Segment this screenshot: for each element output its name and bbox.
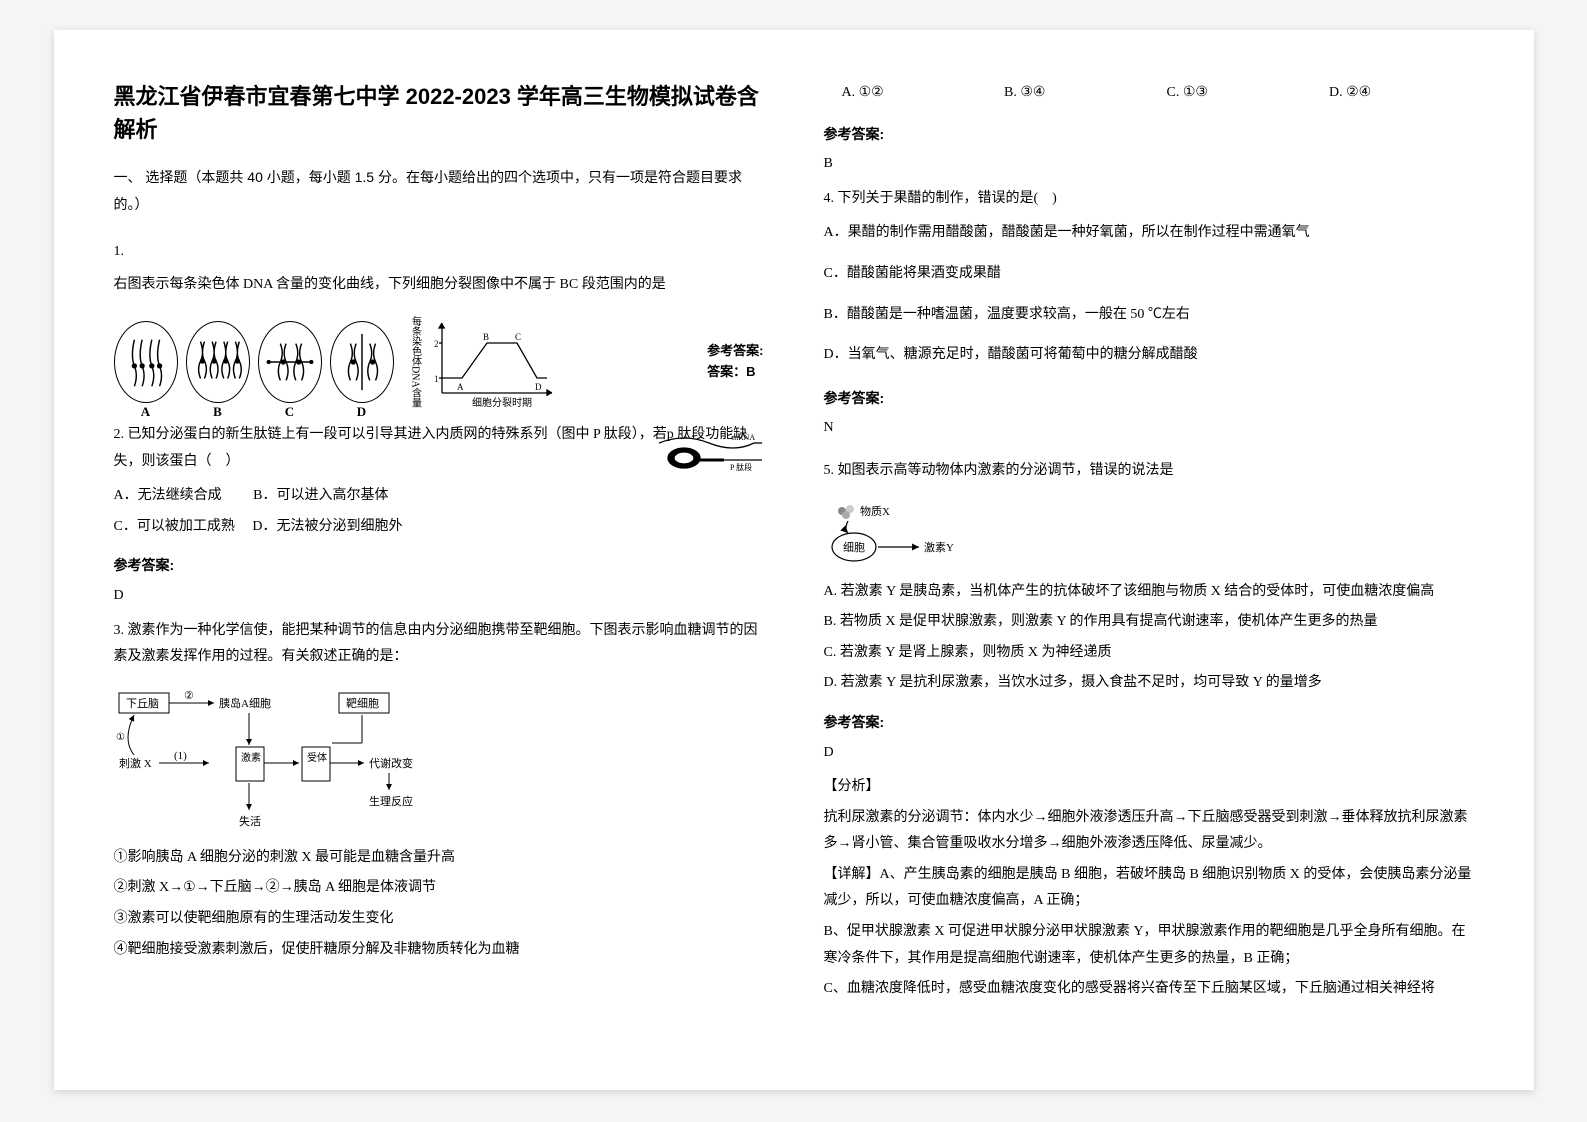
q2-opt-b: B．可以进入高尔基体: [253, 488, 388, 503]
q5-analysis-head: 【分析】: [824, 774, 1474, 801]
q2-opt-c: C．可以被加工成熟: [114, 519, 235, 534]
q4-answer-val: N: [824, 415, 1474, 442]
cell-c-svg: [259, 322, 321, 402]
q3-text: 3. 激素作为一种化学信使，能把某种调节的信息由内分泌细胞携带至靶细胞。下图表示…: [114, 618, 764, 671]
q3-opt-a: A. ①②: [824, 80, 987, 107]
section-heading: 一、 选择题（本题共 40 小题，每小题 1.5 分。在每小题给出的四个选项中，…: [114, 164, 764, 217]
svg-text:①: ①: [116, 732, 125, 743]
chart-svg: 2 1 A B C D 细胞分裂时期: [427, 318, 557, 408]
q3-flowchart: 下丘脑 ② 胰岛A细胞 ① 刺激 X (1) 靶细胞 激素 受体 代谢改变: [114, 685, 454, 835]
cell-diagram-a: A: [114, 321, 178, 403]
cell-a-svg: [115, 322, 177, 402]
svg-text:胰岛A细胞: 胰岛A细胞: [219, 696, 271, 710]
q3-options: A. ①② B. ③④ C. ①③ D. ②④: [824, 80, 1474, 107]
q1-text: 右图表示每条染色体 DNA 含量的变化曲线，下列细胞分裂图像中不属于 BC 段范…: [114, 272, 764, 299]
svg-text:生理反应: 生理反应: [369, 794, 413, 808]
right-column: A. ①② B. ③④ C. ①③ D. ②④ 参考答案: B 4. 下列关于果…: [824, 80, 1474, 1040]
svg-text:②: ②: [184, 690, 194, 702]
q3-s1: ①影响胰岛 A 细胞分泌的刺激 X 最可能是血糖含量升高: [114, 845, 764, 872]
q1-figure-row: A B: [114, 316, 764, 408]
q4-opt-b: B．醋酸菌是一种嗜温菌，温度要求较高，一般在 50 ℃左右: [824, 302, 1474, 329]
q3-opt-c: C. ①③: [1149, 80, 1312, 107]
q2-opts-row2: C．可以被加工成熟 D．无法被分泌到细胞外: [114, 514, 764, 541]
cell-d-svg: [331, 322, 393, 402]
cell-diagram-b: B: [186, 321, 250, 403]
q5-opt-b: B. 若物质 X 是促甲状腺激素，则激素 Y 的作用具有提高代谢速率，使机体产生…: [824, 609, 1474, 636]
q1-answer-head: 参考答案:: [707, 341, 763, 362]
label-b: B: [213, 400, 222, 425]
q4-opt-d: D．当氧气、糖源充足时，醋酸菌可将葡萄中的糖分解成醋酸: [824, 342, 1474, 369]
label-d: D: [357, 400, 366, 425]
q4-text: 4. 下列关于果醋的制作，错误的是( ): [824, 186, 1474, 213]
svg-text:1: 1: [434, 374, 439, 384]
svg-text:D: D: [535, 382, 542, 392]
cell-diagram-c: C: [258, 321, 322, 403]
q5-opt-a: A. 若激素 Y 是胰岛素，当机体产生的抗体破坏了该细胞与物质 X 结合的受体时…: [824, 579, 1474, 606]
q3-answer-val: B: [824, 151, 1474, 178]
q5-analysis-p1: 抗利尿激素的分泌调节：体内水少→细胞外液渗透压升高→下丘脑感受器受到刺激→垂体释…: [824, 805, 1474, 858]
svg-text:P 肽段: P 肽段: [730, 462, 752, 472]
q3-opt-b: B. ③④: [986, 80, 1149, 107]
svg-text:B: B: [483, 332, 489, 342]
q4-opt-a: A．果醋的制作需用醋酸菌，醋酸菌是一种好氧菌，所以在制作过程中需通氧气: [824, 220, 1474, 247]
q3-s3: ③激素可以使靶细胞原有的生理活动发生变化: [114, 906, 764, 933]
q2-block: 2. 已知分泌蛋白的新生肽链上有一段可以引导其进入内质网的特殊系列（图中 P 肽…: [114, 422, 764, 483]
q3-answer-head: 参考答案:: [824, 121, 1474, 148]
q1-chart: 每条染色体DNA含量 2 1 A B C D: [410, 316, 557, 408]
q5-diagram: 物质X 细胞 激素Y: [824, 499, 984, 569]
q5-answer-val: D: [824, 740, 1474, 767]
q5-detail-c: C、血糖浓度降低时，感受血糖浓度变化的感受器将兴奋传至下丘脑某区域，下丘脑通过相…: [824, 976, 1474, 1003]
q2-opt-d: D．无法被分泌到细胞外: [252, 519, 402, 534]
q4-answer-head: 参考答案:: [824, 385, 1474, 412]
q1-number: 1.: [114, 239, 764, 266]
mrna-diagram: mRNA P 肽段: [654, 428, 764, 478]
exam-title: 黑龙江省伊春市宜春第七中学 2022-2023 学年高三生物模拟试卷含解析: [114, 80, 764, 146]
q5-detail-a: A、产生胰岛素的细胞是胰岛 B 细胞，若破坏胰岛 B 细胞识别物质 X 的受体，…: [824, 867, 1472, 909]
left-column: 黑龙江省伊春市宜春第七中学 2022-2023 学年高三生物模拟试卷含解析 一、…: [114, 80, 764, 1040]
svg-text:A: A: [457, 382, 464, 392]
cell-b-svg: [187, 322, 249, 402]
svg-text:激素: 激素: [241, 751, 261, 764]
svg-text:代谢改变: 代谢改变: [369, 756, 413, 770]
svg-text:细胞: 细胞: [843, 541, 865, 554]
q3-s4: ④靶细胞接受激素刺激后，促使肝糖原分解及非糖物质转化为血糖: [114, 937, 764, 964]
svg-text:细胞分裂时期: 细胞分裂时期: [472, 396, 532, 408]
q5-opt-c: C. 若激素 Y 是肾上腺素，则物质 X 为神经递质: [824, 640, 1474, 667]
q5-opt-d: D. 若激素 Y 是抗利尿激素，当饮水过多，摄入食盐不足时，均可导致 Y 的量增…: [824, 670, 1474, 697]
cell-diagram-d: D: [330, 321, 394, 403]
svg-text:C: C: [515, 332, 521, 342]
q2-opts-row1: A．无法继续合成 B．可以进入高尔基体: [114, 483, 764, 510]
svg-text:mRNA: mRNA: [732, 433, 755, 442]
q5-detail-b: B、促甲状腺激素 X 可促进甲状腺分泌甲状腺激素 Y，甲状腺激素作用的靶细胞是几…: [824, 919, 1474, 972]
svg-text:失活: 失活: [239, 815, 261, 828]
q3-s2: ②刺激 X→①→下丘脑→②→胰岛 A 细胞是体液调节: [114, 875, 764, 902]
q4-opt-c: C．醋酸菌能将果酒变成果醋: [824, 261, 1474, 288]
q1-side-answer: 参考答案: 答案：B: [707, 341, 763, 383]
svg-text:下丘脑: 下丘脑: [126, 697, 159, 710]
label-c: C: [285, 400, 294, 425]
chart-ylabel: 每条染色体DNA含量: [410, 316, 421, 408]
label-a: A: [141, 400, 150, 425]
svg-text:2: 2: [434, 339, 439, 349]
svg-text:(1): (1): [174, 750, 187, 762]
q5-text: 5. 如图表示高等动物体内激素的分泌调节，错误的说法是: [824, 458, 1474, 485]
q5-answer-head: 参考答案:: [824, 709, 1474, 736]
svg-text:激素Y: 激素Y: [924, 540, 954, 554]
q5-detail: 【详解】A、产生胰岛素的细胞是胰岛 B 细胞，若破坏胰岛 B 细胞识别物质 X …: [824, 862, 1474, 915]
svg-text:刺激 X: 刺激 X: [119, 756, 152, 770]
exam-page: 黑龙江省伊春市宜春第七中学 2022-2023 学年高三生物模拟试卷含解析 一、…: [54, 30, 1534, 1090]
q2-answer-head: 参考答案:: [114, 552, 764, 579]
q2-opt-a: A．无法继续合成: [114, 488, 222, 503]
q2-answer-val: D: [114, 583, 764, 610]
svg-text:靶细胞: 靶细胞: [346, 697, 379, 710]
q3-opt-d: D. ②④: [1311, 80, 1474, 107]
svg-text:受体: 受体: [307, 752, 327, 764]
q5-detail-head: 【详解】: [824, 867, 880, 882]
svg-text:物质X: 物质X: [860, 504, 890, 518]
q1-answer-val: 答案：B: [707, 362, 763, 383]
